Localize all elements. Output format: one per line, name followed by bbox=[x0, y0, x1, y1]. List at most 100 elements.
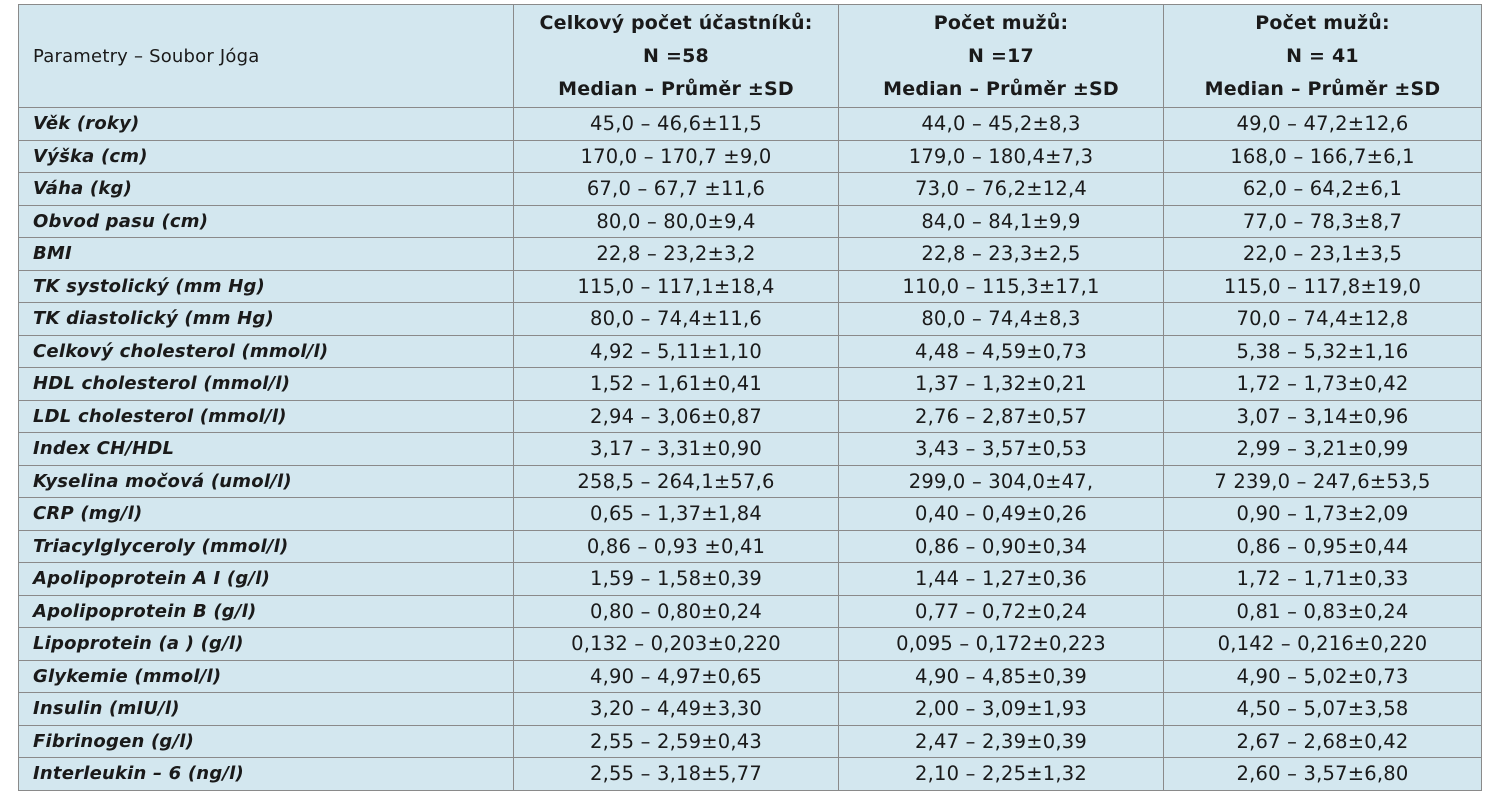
value-cell-total: 115,0 – 117,1±18,4 bbox=[513, 269, 839, 303]
parameter-name-cell: Insulin (mIU/l) bbox=[18, 692, 514, 726]
parameter-name-cell: CRP (mg/l) bbox=[18, 497, 514, 531]
value-cell-men-1: 44,0 – 45,2±8,3 bbox=[838, 107, 1164, 141]
value-cell-men-2: 1,72 – 1,71±0,33 bbox=[1163, 562, 1482, 596]
value-cell-total: 3,17 – 3,31±0,90 bbox=[513, 432, 839, 466]
value-cell-total: 2,55 – 2,59±0,43 bbox=[513, 724, 839, 758]
parameter-name-cell: Fibrinogen (g/l) bbox=[18, 724, 514, 758]
table-row: Apolipoprotein B (g/l) 0,80 – 0,80±0,24 0,… bbox=[18, 594, 1482, 628]
value-cell-men-1: 179,0 – 180,4±7,3 bbox=[838, 139, 1164, 173]
parameter-name-cell: Obvod pasu (cm) bbox=[18, 204, 514, 238]
parameter-name-cell: TK diastolický (mm Hg) bbox=[18, 302, 514, 336]
column-header-line2: N =17 bbox=[968, 44, 1034, 67]
value-cell-total: 0,132 – 0,203±0,220 bbox=[513, 627, 839, 661]
parameter-name-cell: Kyselina močová (umol/l) bbox=[18, 464, 514, 498]
value-cell-men-1: 84,0 – 84,1±9,9 bbox=[838, 204, 1164, 238]
header-row: Parametry – Soubor Jóga Celkový počet úč… bbox=[18, 4, 1482, 108]
value-cell-men-2: 3,07 – 3,14±0,96 bbox=[1163, 399, 1482, 433]
column-header-line1: Počet mužů: bbox=[1255, 11, 1390, 34]
table-row: Obvod pasu (cm) 80,0 – 80,0±9,4 84,0 – 84,… bbox=[18, 204, 1482, 238]
yoga-parameters-table: Parametry – Soubor Jóga Celkový počet úč… bbox=[18, 4, 1482, 791]
value-cell-total: 67,0 – 67,7 ±11,6 bbox=[513, 172, 839, 206]
table-row: Glykemie (mmol/l) 4,90 – 4,97±0,65 4,90 – … bbox=[18, 659, 1482, 693]
value-cell-men-2: 5,38 – 5,32±1,16 bbox=[1163, 334, 1482, 368]
column-header-line1: Celkový počet účastníků: bbox=[539, 11, 813, 34]
value-cell-men-1: 22,8 – 23,3±2,5 bbox=[838, 237, 1164, 271]
table-row: Insulin (mIU/l) 3,20 – 4,49±3,30 2,00 – 3,… bbox=[18, 692, 1482, 726]
value-cell-men-1: 2,76 – 2,87±0,57 bbox=[838, 399, 1164, 433]
parameter-name-cell: Věk (roky) bbox=[18, 107, 514, 141]
column-header-line1: Počet mužů: bbox=[933, 11, 1069, 34]
value-cell-men-1: 80,0 – 74,4±8,3 bbox=[838, 302, 1164, 336]
table-row: Apolipoprotein A I (g/l) 1,59 – 1,58±0,39… bbox=[18, 562, 1482, 596]
column-header-line3: Median – Průměr ±SD bbox=[883, 77, 1119, 100]
yoga-parameters-table-container: Parametry – Soubor Jóga Celkový počet úč… bbox=[18, 4, 1482, 791]
value-cell-total: 0,86 – 0,93 ±0,41 bbox=[513, 529, 839, 563]
parameter-name-cell: Váha (kg) bbox=[18, 172, 514, 206]
value-cell-men-2: 77,0 – 78,3±8,7 bbox=[1163, 204, 1482, 238]
value-cell-men-2: 2,99 – 3,21±0,99 bbox=[1163, 432, 1482, 466]
value-cell-men-2: 22,0 – 23,1±3,5 bbox=[1163, 237, 1482, 271]
table-row: TK diastolický (mm Hg) 80,0 – 74,4±11,6 80… bbox=[18, 302, 1482, 336]
value-cell-men-2: 62,0 – 64,2±6,1 bbox=[1163, 172, 1482, 206]
value-cell-men-1: 0,86 – 0,90±0,34 bbox=[838, 529, 1164, 563]
parameter-name-cell: TK systolický (mm Hg) bbox=[18, 269, 514, 303]
value-cell-total: 1,59 – 1,58±0,39 bbox=[513, 562, 839, 596]
value-cell-total: 170,0 – 170,7 ±9,0 bbox=[513, 139, 839, 173]
value-cell-total: 45,0 – 46,6±11,5 bbox=[513, 107, 839, 141]
table-row: Věk (roky) 45,0 – 46,6±11,5 44,0 – 45,2±8,… bbox=[18, 107, 1482, 141]
value-cell-men-1: 110,0 – 115,3±17,1 bbox=[838, 269, 1164, 303]
parameter-name-cell: Apolipoprotein A I (g/l) bbox=[18, 562, 514, 596]
value-cell-men-1: 4,48 – 4,59±0,73 bbox=[838, 334, 1164, 368]
value-cell-total: 3,20 – 4,49±3,30 bbox=[513, 692, 839, 726]
table-row: Fibrinogen (g/l) 2,55 – 2,59±0,43 2,47 – 2… bbox=[18, 724, 1482, 758]
parameter-name-cell: Apolipoprotein B (g/l) bbox=[18, 594, 514, 628]
value-cell-total: 80,0 – 80,0±9,4 bbox=[513, 204, 839, 238]
value-cell-men-1: 2,00 – 3,09±1,93 bbox=[838, 692, 1164, 726]
table-row: Váha (kg) 67,0 – 67,7 ±11,6 73,0 – 76,2±12… bbox=[18, 172, 1482, 206]
value-cell-total: 80,0 – 74,4±11,6 bbox=[513, 302, 839, 336]
value-cell-men-1: 0,77 – 0,72±0,24 bbox=[838, 594, 1164, 628]
table-row: Triacylglyceroly (mmol/l) 0,86 – 0,93 ±0,… bbox=[18, 529, 1482, 563]
parameter-name-cell: Glykemie (mmol/l) bbox=[18, 659, 514, 693]
value-cell-men-2: 70,0 – 74,4±12,8 bbox=[1163, 302, 1482, 336]
value-cell-total: 258,5 – 264,1±57,6 bbox=[513, 464, 839, 498]
value-cell-total: 22,8 – 23,2±3,2 bbox=[513, 237, 839, 271]
column-header-men-1: Počet mužů: N =17 Median – Průměr ±SD bbox=[838, 4, 1164, 108]
value-cell-men-1: 299,0 – 304,0±47, bbox=[838, 464, 1164, 498]
value-cell-men-1: 73,0 – 76,2±12,4 bbox=[838, 172, 1164, 206]
value-cell-men-2: 115,0 – 117,8±19,0 bbox=[1163, 269, 1482, 303]
parameter-name-cell: Celkový cholesterol (mmol/l) bbox=[18, 334, 514, 368]
value-cell-men-2: 2,67 – 2,68±0,42 bbox=[1163, 724, 1482, 758]
value-cell-men-2: 49,0 – 47,2±12,6 bbox=[1163, 107, 1482, 141]
table-row: HDL cholesterol (mmol/l) 1,52 – 1,61±0,41… bbox=[18, 367, 1482, 401]
value-cell-men-2: 0,81 – 0,83±0,24 bbox=[1163, 594, 1482, 628]
table-row: Výška (cm) 170,0 – 170,7 ±9,0 179,0 – 180,… bbox=[18, 139, 1482, 173]
value-cell-men-1: 3,43 – 3,57±0,53 bbox=[838, 432, 1164, 466]
table-body: Věk (roky) 45,0 – 46,6±11,5 44,0 – 45,2±8,… bbox=[18, 107, 1482, 791]
parameter-name-cell: Triacylglyceroly (mmol/l) bbox=[18, 529, 514, 563]
value-cell-men-1: 2,47 – 2,39±0,39 bbox=[838, 724, 1164, 758]
table-row: Index CH/HDL 3,17 – 3,31±0,90 3,43 – 3,57±… bbox=[18, 432, 1482, 466]
column-header-total: Celkový počet účastníků: N =58 Median – … bbox=[513, 4, 839, 108]
value-cell-men-1: 0,095 – 0,172±0,223 bbox=[838, 627, 1164, 661]
value-cell-men-2: 4,50 – 5,07±3,58 bbox=[1163, 692, 1482, 726]
column-header-line3: Median – Průměr ±SD bbox=[1204, 77, 1441, 100]
value-cell-men-2: 168,0 – 166,7±6,1 bbox=[1163, 139, 1482, 173]
parameter-name-cell: BMI bbox=[18, 237, 514, 271]
value-cell-men-1: 2,10 – 2,25±1,32 bbox=[838, 757, 1164, 791]
value-cell-total: 4,90 – 4,97±0,65 bbox=[513, 659, 839, 693]
table-row: Kyselina močová (umol/l) 258,5 – 264,1±57… bbox=[18, 464, 1482, 498]
column-header-line2: N = 41 bbox=[1286, 44, 1359, 67]
column-header-line2: N =58 bbox=[643, 44, 709, 67]
parameter-name-cell: Výška (cm) bbox=[18, 139, 514, 173]
table-row: LDL cholesterol (mmol/l) 2,94 – 3,06±0,87… bbox=[18, 399, 1482, 433]
value-cell-men-1: 4,90 – 4,85±0,39 bbox=[838, 659, 1164, 693]
table-header: Parametry – Soubor Jóga Celkový počet úč… bbox=[18, 4, 1482, 108]
value-cell-men-1: 0,40 – 0,49±0,26 bbox=[838, 497, 1164, 531]
parameter-column-header: Parametry – Soubor Jóga bbox=[18, 4, 514, 108]
table-row: Celkový cholesterol (mmol/l) 4,92 – 5,11±… bbox=[18, 334, 1482, 368]
parameter-name-cell: LDL cholesterol (mmol/l) bbox=[18, 399, 514, 433]
table-row: TK systolický (mm Hg) 115,0 – 117,1±18,4 1… bbox=[18, 269, 1482, 303]
value-cell-men-2: 7 239,0 – 247,6±53,5 bbox=[1163, 464, 1482, 498]
parameter-name-cell: HDL cholesterol (mmol/l) bbox=[18, 367, 514, 401]
